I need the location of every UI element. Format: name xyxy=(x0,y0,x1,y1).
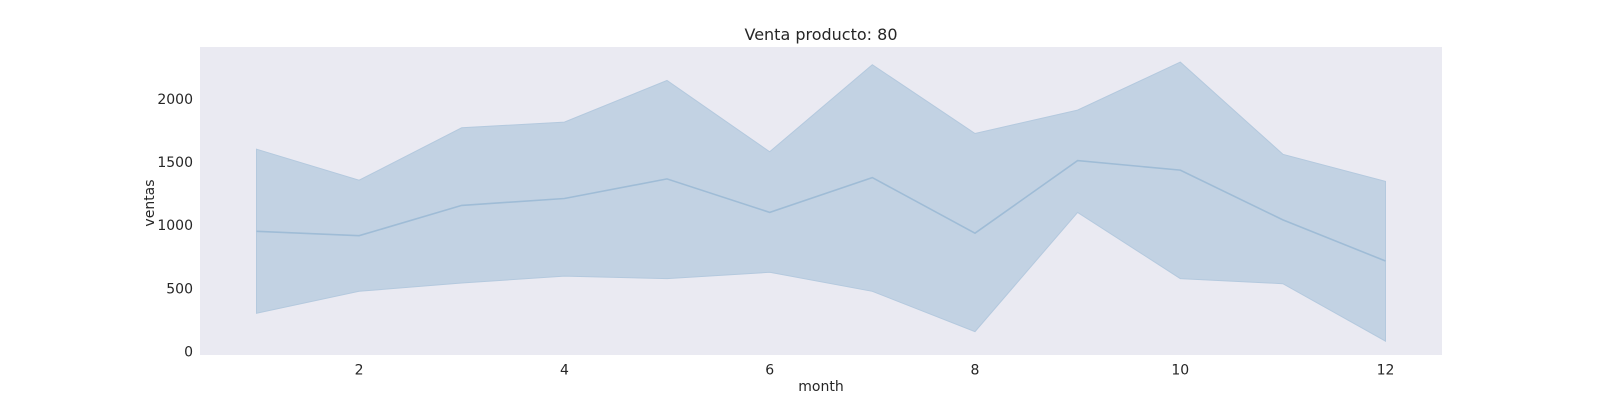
y-tick-label: 2000 xyxy=(157,92,193,108)
x-tick-label: 6 xyxy=(765,363,774,379)
confidence-band xyxy=(256,61,1386,342)
x-tick-label: 8 xyxy=(971,363,980,379)
x-tick-label: 10 xyxy=(1171,363,1189,379)
data-point xyxy=(665,177,669,181)
y-tick-label: 1500 xyxy=(157,155,193,171)
data-point xyxy=(870,176,874,180)
data-point xyxy=(460,203,464,207)
x-axis-ticks: 2 4 6 8 10 12 xyxy=(355,363,1395,379)
data-point xyxy=(562,197,566,201)
series-line-layer xyxy=(255,159,1388,263)
data-point xyxy=(1076,159,1080,163)
y-tick-label: 500 xyxy=(166,281,193,297)
data-point xyxy=(357,234,361,238)
data-point xyxy=(973,231,977,235)
y-tick-label: 0 xyxy=(184,345,193,361)
data-point xyxy=(255,229,259,233)
x-tick-label: 12 xyxy=(1377,363,1395,379)
data-point xyxy=(1384,259,1388,263)
x-axis-label: month xyxy=(798,379,843,395)
y-tick-label: 1000 xyxy=(157,218,193,234)
series-line xyxy=(256,159,1386,262)
chart-title: Venta producto: 80 xyxy=(744,25,897,44)
confidence-band-layer xyxy=(256,61,1386,342)
data-point xyxy=(1178,168,1182,172)
x-tick-label: 4 xyxy=(560,363,569,379)
y-axis-label: ventas xyxy=(142,179,158,226)
data-point xyxy=(768,210,772,214)
data-point xyxy=(1281,218,1285,222)
y-axis-ticks: 0 500 1000 1500 2000 xyxy=(157,92,193,361)
x-tick-label: 2 xyxy=(355,363,364,379)
